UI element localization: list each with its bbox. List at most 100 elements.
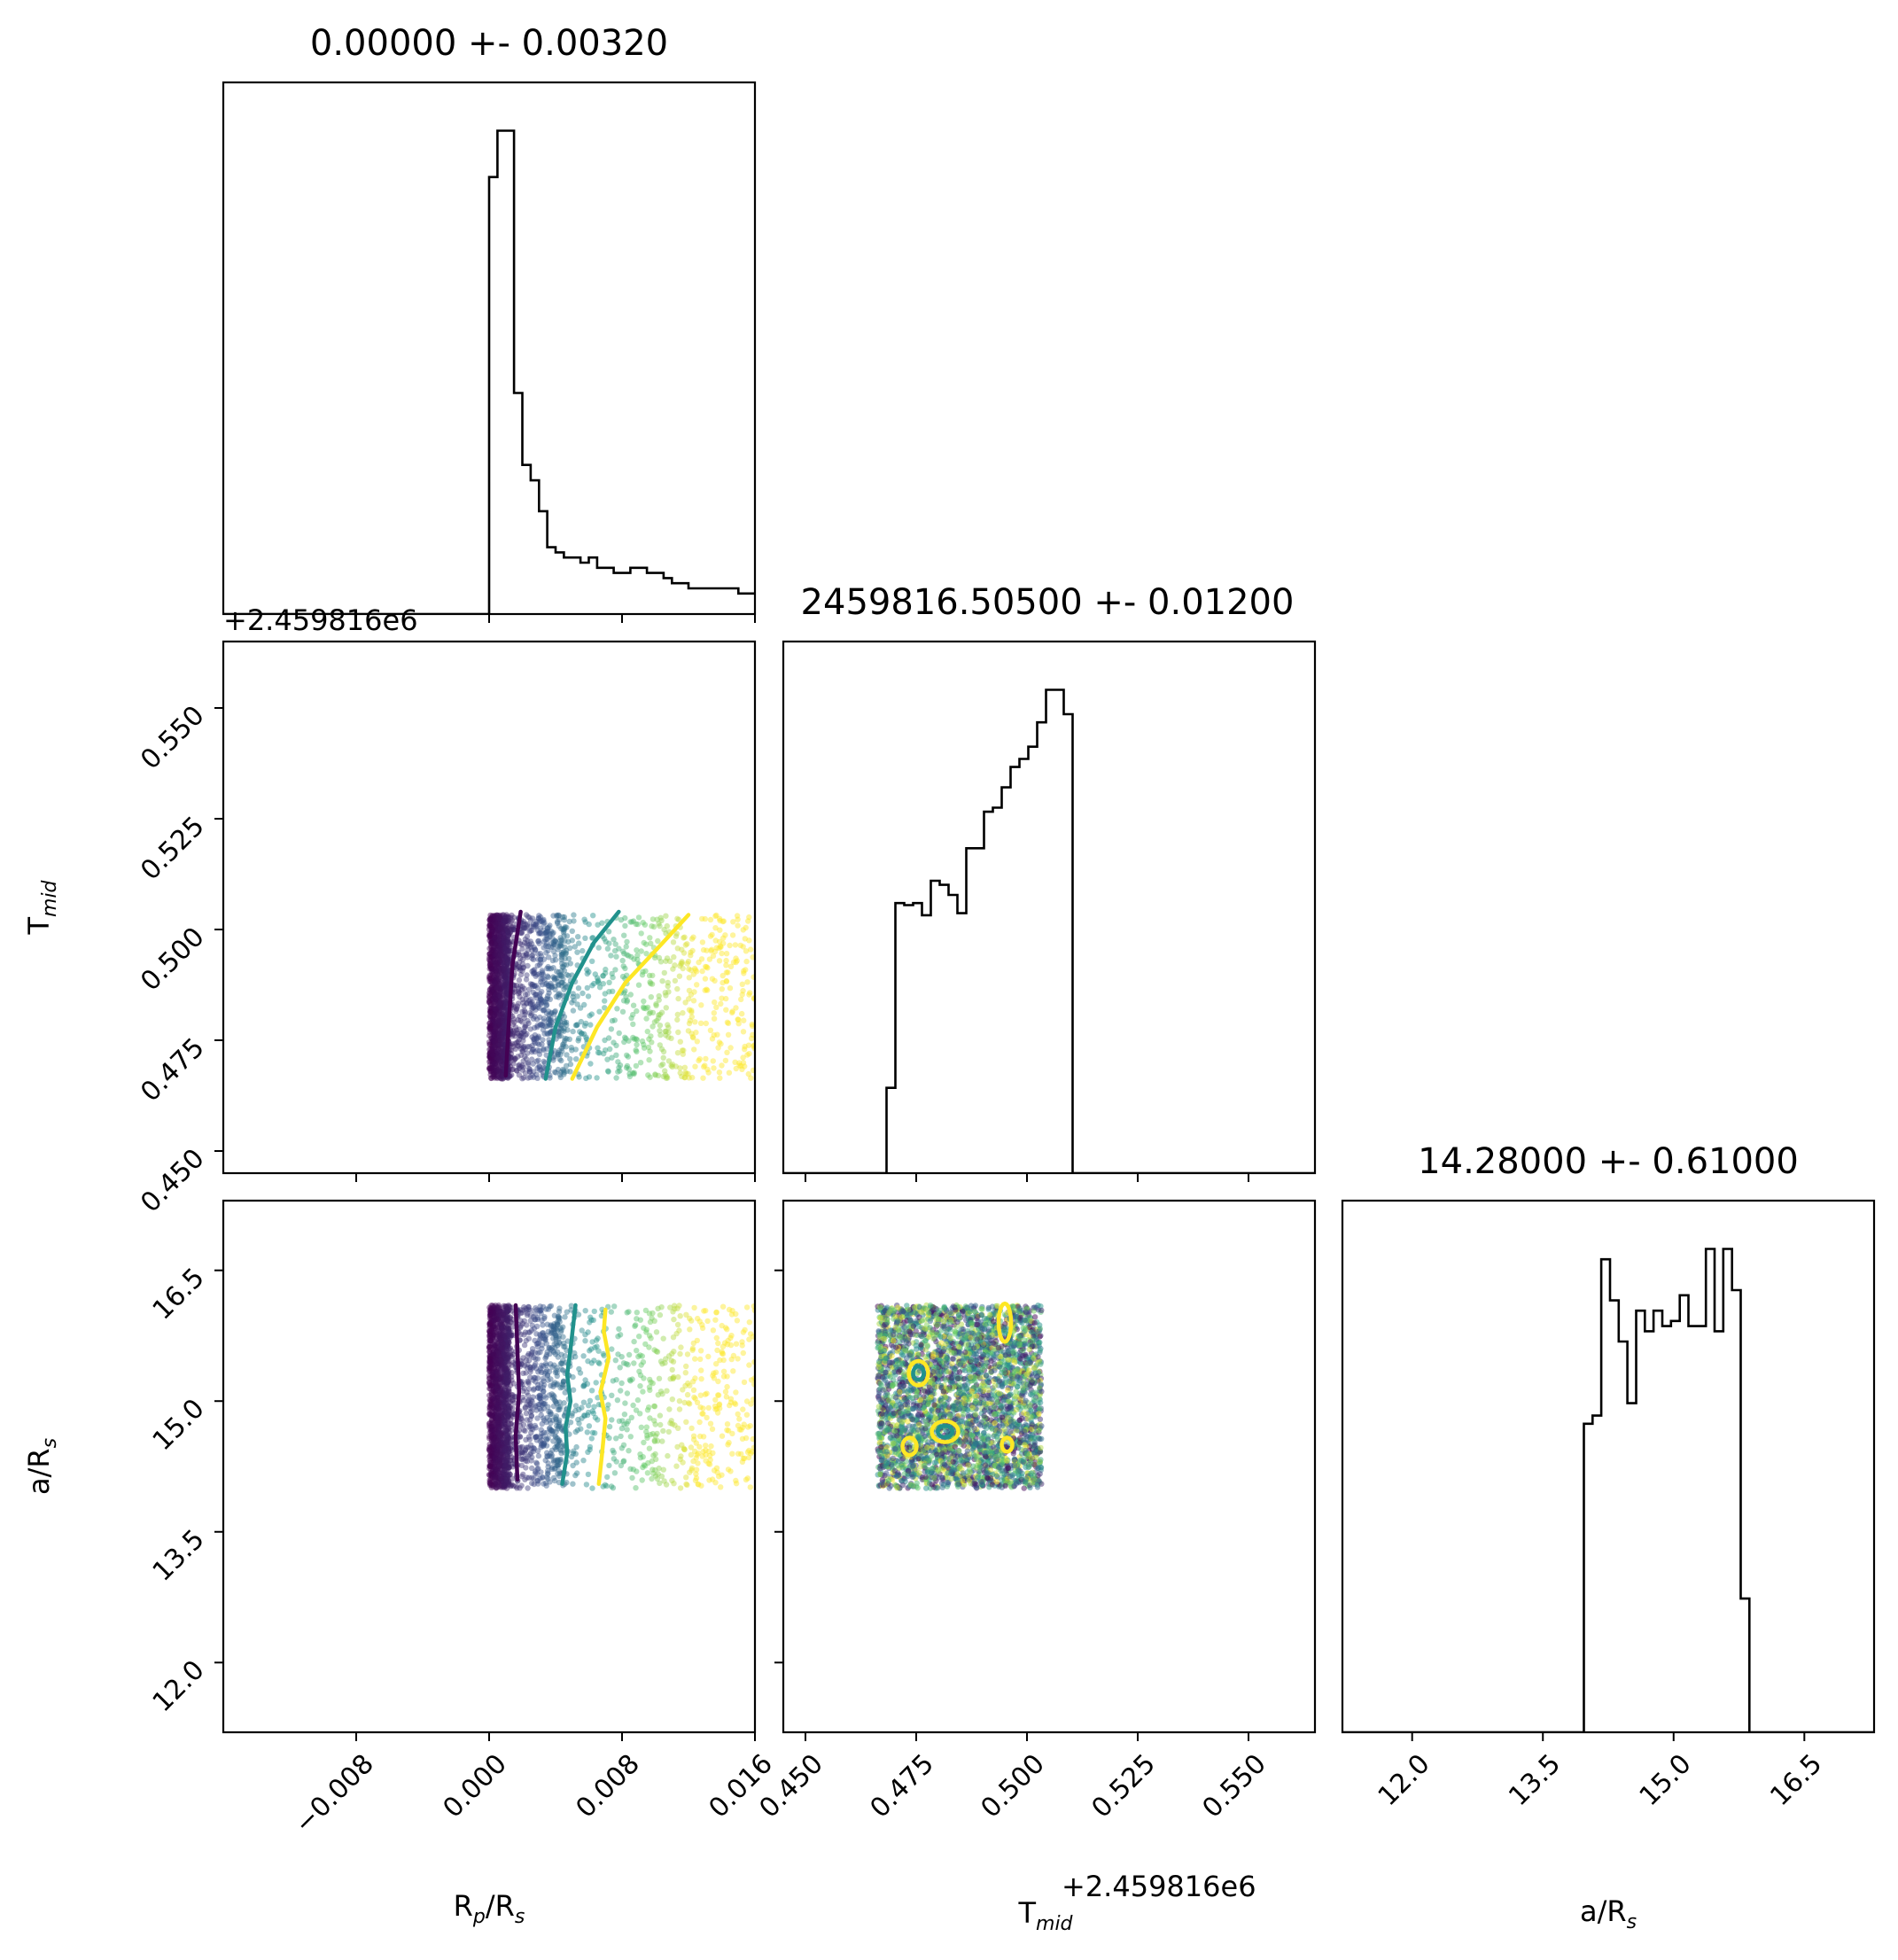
sample-point — [494, 1458, 500, 1464]
sample-point — [537, 993, 543, 999]
sample-point — [502, 972, 508, 978]
sample-point — [696, 1318, 703, 1325]
sample-point — [626, 1066, 632, 1072]
sample-point — [693, 1455, 699, 1461]
sample-point — [529, 1349, 535, 1356]
sample-point — [496, 1041, 502, 1048]
sample-point — [586, 921, 592, 928]
sample-point — [496, 951, 502, 957]
sample-point — [486, 951, 493, 957]
sample-point — [712, 999, 718, 1006]
sample-point — [705, 1404, 712, 1412]
sample-point — [733, 1311, 739, 1318]
sample-point — [545, 943, 551, 950]
sample-point — [570, 1028, 576, 1035]
sample-point — [494, 1049, 502, 1055]
sample-point — [495, 943, 502, 949]
sample-point — [629, 1474, 635, 1482]
sample-point — [496, 936, 502, 942]
sample-point — [615, 1334, 621, 1340]
sample-point — [535, 1004, 541, 1010]
sample-point — [602, 998, 608, 1004]
sample-point — [491, 919, 498, 926]
sample-point — [493, 920, 499, 926]
sample-point — [647, 979, 653, 985]
sample-point — [539, 968, 545, 974]
sample-point — [556, 1399, 563, 1405]
sample-point — [530, 952, 536, 959]
sample-point — [681, 1064, 688, 1071]
sample-point — [587, 1397, 594, 1404]
sample-point — [497, 965, 503, 972]
sample-point — [634, 1310, 640, 1316]
sample-point — [491, 940, 497, 946]
sample-point — [503, 942, 510, 949]
sample-point — [533, 1036, 541, 1042]
sample-point — [564, 1027, 571, 1033]
sample-point — [503, 965, 510, 972]
sample-point — [494, 1041, 502, 1048]
sample-point — [606, 979, 612, 986]
sample-point — [533, 1470, 539, 1476]
sample-point — [733, 955, 739, 961]
sample-point — [709, 976, 716, 982]
sample-point — [585, 993, 592, 999]
sample-point — [498, 924, 505, 930]
sample-point — [501, 984, 507, 990]
sample-point — [494, 934, 500, 940]
sample-point — [619, 957, 626, 964]
sample-point — [602, 991, 608, 997]
sample-point — [491, 916, 497, 922]
sample-point — [495, 923, 502, 929]
sample-point — [493, 969, 500, 976]
sample-point — [572, 1046, 579, 1053]
sample-point — [497, 1041, 503, 1047]
sample-point — [692, 967, 699, 973]
sample-point — [575, 985, 582, 992]
sample-point — [490, 1051, 496, 1058]
sample-point — [497, 914, 503, 922]
sample-point — [595, 1045, 601, 1051]
sample-point — [486, 951, 494, 957]
sample-point — [496, 1003, 502, 1010]
sample-point — [509, 1041, 516, 1047]
sample-point — [676, 973, 683, 979]
sample-point — [579, 1327, 585, 1334]
sample-point — [529, 999, 535, 1006]
sample-point — [494, 977, 502, 984]
sample-point — [710, 1450, 716, 1457]
sample-point — [631, 1338, 637, 1345]
sample-point — [487, 975, 494, 982]
sample-point — [525, 1379, 532, 1386]
sample-point — [544, 973, 551, 979]
sample-point — [664, 1388, 670, 1394]
sample-point — [500, 1034, 506, 1040]
sample-point — [496, 1021, 502, 1028]
sample-point — [486, 1032, 493, 1039]
sample-point — [489, 989, 495, 995]
sample-point — [492, 966, 498, 972]
sample-point — [496, 980, 502, 987]
sample-point — [500, 984, 506, 991]
sample-point — [495, 1052, 502, 1058]
sample-point — [491, 1061, 498, 1067]
sample-point — [739, 1342, 745, 1349]
sample-point — [541, 930, 548, 937]
sample-point — [487, 964, 494, 970]
sample-point — [587, 1013, 593, 1019]
sample-point — [502, 984, 509, 991]
sample-point — [487, 916, 494, 923]
sample-point — [519, 996, 525, 1003]
sample-point — [734, 958, 740, 964]
sample-point — [492, 1048, 498, 1055]
sample-point — [685, 1400, 692, 1406]
sample-point — [494, 953, 500, 960]
sample-point — [502, 936, 509, 942]
sample-point — [563, 1044, 569, 1050]
sample-point — [509, 924, 515, 930]
sample-point — [581, 1023, 588, 1029]
sample-point — [699, 939, 706, 945]
sample-point — [547, 1075, 553, 1081]
sample-point — [687, 1326, 693, 1333]
sample-point — [499, 1057, 506, 1063]
